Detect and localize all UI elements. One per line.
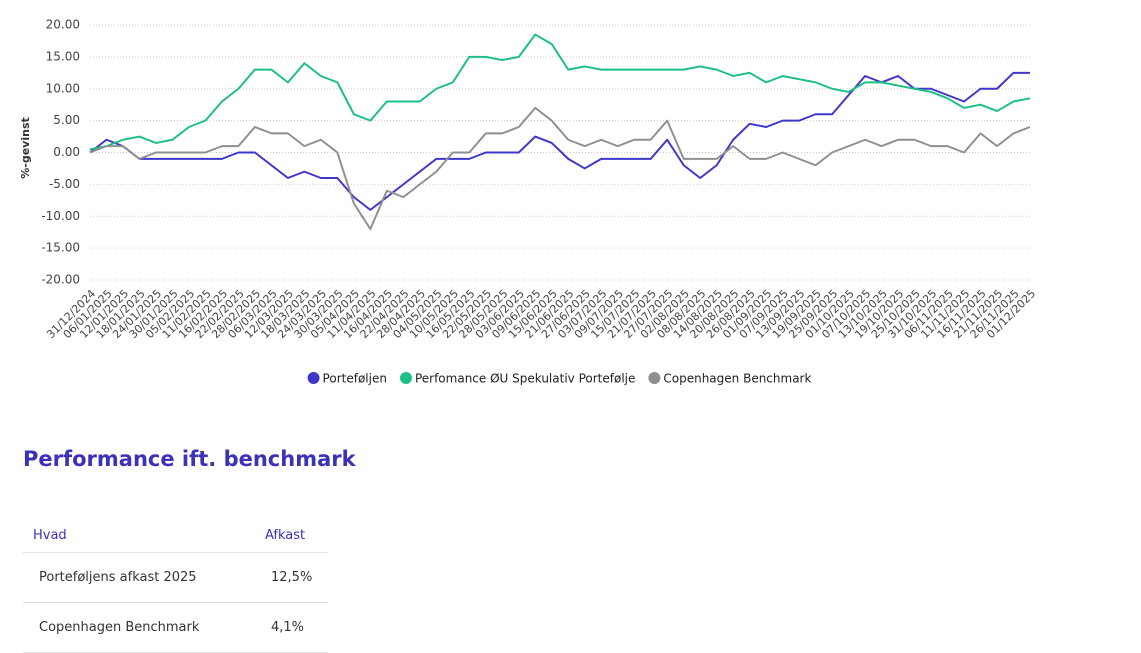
legend-label: Porteføljen <box>323 372 387 386</box>
table-row: Porteføljens afkast 2025 12,5% <box>23 552 329 603</box>
y-tick-label: 10.00 <box>46 81 80 95</box>
cell: Copenhagen Benchmark <box>23 602 255 653</box>
y-tick-label: 20.00 <box>46 18 80 32</box>
legend-label: Copenhagen Benchmark <box>663 372 811 386</box>
y-tick-label: -15.00 <box>41 241 80 255</box>
y-tick-label: -10.00 <box>41 209 80 223</box>
legend-marker <box>648 372 661 384</box>
y-tick-label: 5.00 <box>53 113 80 127</box>
header-cell: Afkast <box>255 518 329 553</box>
y-axis-label: %-gevinst <box>19 117 32 179</box>
y-tick-label: 0.00 <box>53 145 80 159</box>
y-tick-label: 15.00 <box>46 49 80 63</box>
y-tick-label: -20.00 <box>41 273 80 287</box>
legend-marker <box>307 372 320 384</box>
series-line <box>89 106 1031 230</box>
cell: Porteføljens afkast 2025 <box>23 552 255 603</box>
cell: 12,5% <box>255 552 329 603</box>
y-tick-label: -5.00 <box>49 177 80 191</box>
legend-label: Perfomance ØU Spekulativ Portefølje <box>415 372 635 386</box>
table-header: Hvad Afkast <box>23 518 329 553</box>
series-line <box>89 33 1031 151</box>
series-line <box>89 71 1030 211</box>
header-cell: Hvad <box>23 518 255 553</box>
table-row: Copenhagen Benchmark 4,1% <box>23 602 329 653</box>
legend-marker <box>399 372 412 384</box>
cell: 4,1% <box>255 602 329 653</box>
chart: %-gevinst -20.00 -15.00 -10.00 -5.00 0.00 5.0… <box>19 18 1038 386</box>
section-title: Performance ift. benchmark <box>23 447 356 471</box>
table: Hvad Afkast Porteføljens afkast 2025 12,… <box>23 518 329 653</box>
